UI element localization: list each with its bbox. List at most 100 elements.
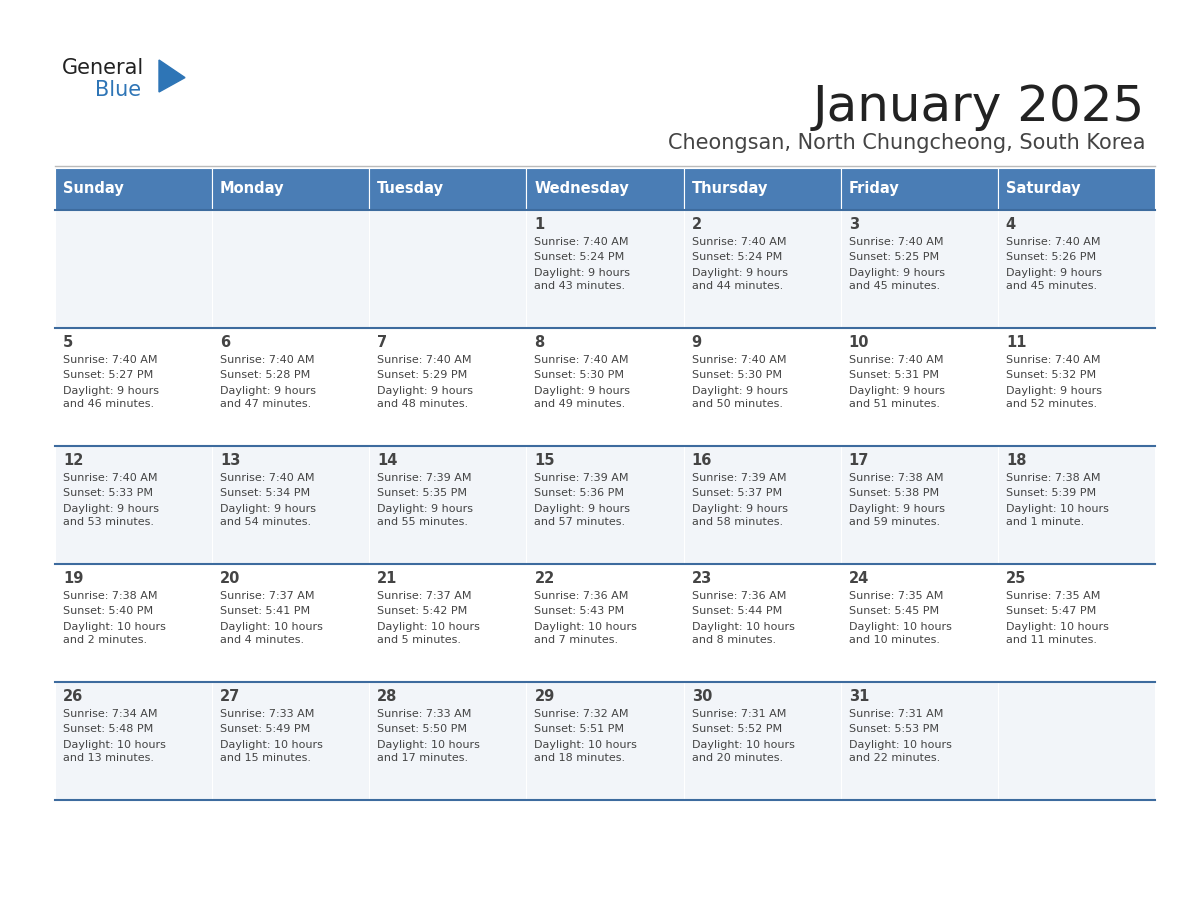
Text: 28: 28 [378,689,398,704]
Text: Daylight: 10 hours
and 13 minutes.: Daylight: 10 hours and 13 minutes. [63,740,166,763]
Bar [998,446,1155,564]
Text: 22: 22 [535,571,555,586]
Bar [526,682,683,800]
Bar [841,564,998,682]
Text: Sunrise: 7:39 AM: Sunrise: 7:39 AM [691,473,786,483]
Text: Sunset: 5:40 PM: Sunset: 5:40 PM [63,607,153,617]
Text: Daylight: 10 hours
and 18 minutes.: Daylight: 10 hours and 18 minutes. [535,740,637,763]
Text: 14: 14 [378,453,398,468]
Text: 9: 9 [691,335,702,350]
Text: Daylight: 9 hours
and 59 minutes.: Daylight: 9 hours and 59 minutes. [848,504,944,527]
Text: Sunrise: 7:40 AM: Sunrise: 7:40 AM [1006,355,1100,365]
Text: 30: 30 [691,689,712,704]
Text: Sunrise: 7:40 AM: Sunrise: 7:40 AM [220,355,315,365]
Text: Sunset: 5:41 PM: Sunset: 5:41 PM [220,607,310,617]
Text: Sunset: 5:38 PM: Sunset: 5:38 PM [848,488,939,498]
Text: Sunrise: 7:31 AM: Sunrise: 7:31 AM [848,709,943,719]
Text: Sunrise: 7:40 AM: Sunrise: 7:40 AM [63,355,158,365]
Text: 3: 3 [848,217,859,232]
Text: Sunday: Sunday [63,182,124,196]
Text: 8: 8 [535,335,544,350]
Text: Friday: Friday [848,182,899,196]
Bar [998,328,1155,446]
Text: Daylight: 9 hours
and 45 minutes.: Daylight: 9 hours and 45 minutes. [1006,268,1101,291]
Text: Sunrise: 7:34 AM: Sunrise: 7:34 AM [63,709,158,719]
Text: Sunset: 5:32 PM: Sunset: 5:32 PM [1006,371,1097,380]
Text: 31: 31 [848,689,870,704]
Text: 15: 15 [535,453,555,468]
Text: Daylight: 10 hours
and 10 minutes.: Daylight: 10 hours and 10 minutes. [848,622,952,645]
Text: 7: 7 [378,335,387,350]
Bar [683,168,841,210]
Text: 4: 4 [1006,217,1016,232]
Text: Daylight: 10 hours
and 5 minutes.: Daylight: 10 hours and 5 minutes. [378,622,480,645]
Text: Daylight: 10 hours
and 20 minutes.: Daylight: 10 hours and 20 minutes. [691,740,795,763]
Text: 24: 24 [848,571,868,586]
Text: Sunset: 5:47 PM: Sunset: 5:47 PM [1006,607,1097,617]
Text: Sunrise: 7:32 AM: Sunrise: 7:32 AM [535,709,628,719]
Bar [369,210,526,328]
Text: Daylight: 9 hours
and 44 minutes.: Daylight: 9 hours and 44 minutes. [691,268,788,291]
Text: Daylight: 9 hours
and 51 minutes.: Daylight: 9 hours and 51 minutes. [848,386,944,409]
Bar [55,564,213,682]
Text: Daylight: 10 hours
and 2 minutes.: Daylight: 10 hours and 2 minutes. [63,622,166,645]
Text: Sunset: 5:50 PM: Sunset: 5:50 PM [378,724,467,734]
Text: Sunset: 5:36 PM: Sunset: 5:36 PM [535,488,625,498]
Bar [55,210,213,328]
Bar [683,328,841,446]
Text: Sunrise: 7:33 AM: Sunrise: 7:33 AM [378,709,472,719]
Text: Daylight: 9 hours
and 47 minutes.: Daylight: 9 hours and 47 minutes. [220,386,316,409]
Bar [55,446,213,564]
Text: Daylight: 10 hours
and 1 minute.: Daylight: 10 hours and 1 minute. [1006,504,1108,527]
Text: Daylight: 10 hours
and 4 minutes.: Daylight: 10 hours and 4 minutes. [220,622,323,645]
Text: Sunset: 5:31 PM: Sunset: 5:31 PM [848,371,939,380]
Text: Sunset: 5:33 PM: Sunset: 5:33 PM [63,488,153,498]
Text: Sunrise: 7:35 AM: Sunrise: 7:35 AM [848,591,943,601]
Text: Sunrise: 7:40 AM: Sunrise: 7:40 AM [220,473,315,483]
Text: 1: 1 [535,217,544,232]
Text: 12: 12 [63,453,83,468]
Text: Sunset: 5:45 PM: Sunset: 5:45 PM [848,607,939,617]
Text: 19: 19 [63,571,83,586]
Bar [369,446,526,564]
Bar [55,328,213,446]
Bar [369,682,526,800]
Text: Sunset: 5:43 PM: Sunset: 5:43 PM [535,607,625,617]
Text: Daylight: 9 hours
and 48 minutes.: Daylight: 9 hours and 48 minutes. [378,386,473,409]
Text: Sunrise: 7:37 AM: Sunrise: 7:37 AM [220,591,315,601]
Text: Sunrise: 7:40 AM: Sunrise: 7:40 AM [691,237,786,247]
Text: Sunset: 5:26 PM: Sunset: 5:26 PM [1006,252,1097,263]
Bar [526,564,683,682]
Text: Sunrise: 7:33 AM: Sunrise: 7:33 AM [220,709,315,719]
Text: Daylight: 10 hours
and 15 minutes.: Daylight: 10 hours and 15 minutes. [220,740,323,763]
Bar [55,168,213,210]
Text: 21: 21 [378,571,398,586]
Text: Sunrise: 7:40 AM: Sunrise: 7:40 AM [848,237,943,247]
Bar [998,564,1155,682]
Text: Cheongsan, North Chungcheong, South Korea: Cheongsan, North Chungcheong, South Kore… [668,133,1145,153]
Bar [841,682,998,800]
Text: Daylight: 9 hours
and 43 minutes.: Daylight: 9 hours and 43 minutes. [535,268,631,291]
Text: 29: 29 [535,689,555,704]
Text: Saturday: Saturday [1006,182,1080,196]
Text: 5: 5 [63,335,74,350]
Text: Daylight: 10 hours
and 7 minutes.: Daylight: 10 hours and 7 minutes. [535,622,637,645]
Text: 16: 16 [691,453,712,468]
Text: Sunset: 5:24 PM: Sunset: 5:24 PM [535,252,625,263]
Text: Sunset: 5:52 PM: Sunset: 5:52 PM [691,724,782,734]
Bar [213,564,369,682]
Text: 20: 20 [220,571,240,586]
Text: 17: 17 [848,453,870,468]
Text: Sunset: 5:51 PM: Sunset: 5:51 PM [535,724,625,734]
Text: Daylight: 10 hours
and 17 minutes.: Daylight: 10 hours and 17 minutes. [378,740,480,763]
Text: 26: 26 [63,689,83,704]
Bar [213,168,369,210]
Text: Daylight: 10 hours
and 22 minutes.: Daylight: 10 hours and 22 minutes. [848,740,952,763]
Text: Sunset: 5:30 PM: Sunset: 5:30 PM [691,371,782,380]
Text: Sunset: 5:35 PM: Sunset: 5:35 PM [378,488,467,498]
Bar [683,446,841,564]
Text: Sunrise: 7:40 AM: Sunrise: 7:40 AM [378,355,472,365]
Text: Sunrise: 7:38 AM: Sunrise: 7:38 AM [63,591,158,601]
Text: Daylight: 10 hours
and 11 minutes.: Daylight: 10 hours and 11 minutes. [1006,622,1108,645]
Text: Sunrise: 7:37 AM: Sunrise: 7:37 AM [378,591,472,601]
